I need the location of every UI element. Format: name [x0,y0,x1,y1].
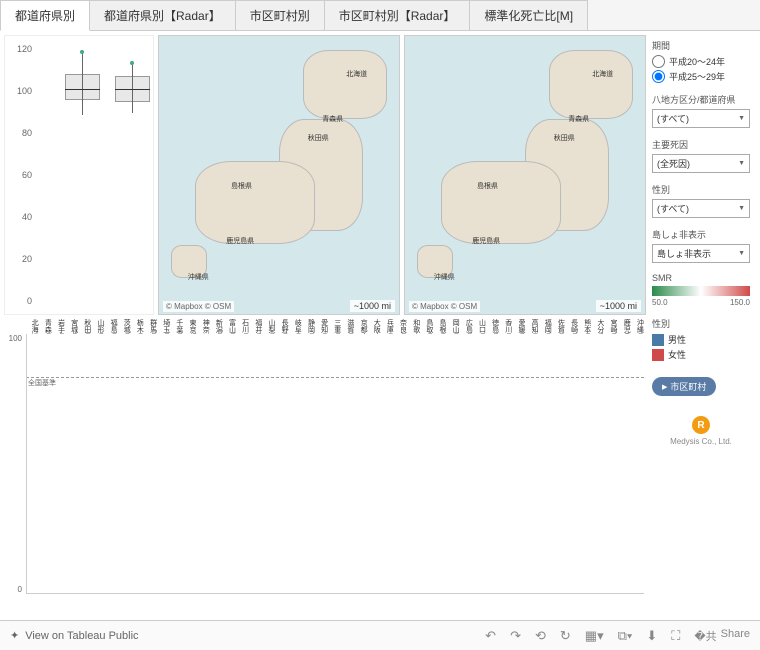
undo-icon[interactable]: ↶ [485,628,496,644]
period-radio-1[interactable]: 平成25～29年 [652,70,750,83]
tab-3[interactable]: 市区町村別【Radar】 [324,0,471,30]
tab-1[interactable]: 都道府県別【Radar】 [89,0,236,30]
toolbar: ✦ View on Tableau Public ↶ ↷ ⟲ ↻ ▦▾ ⧉▾ ⬇… [0,620,760,650]
device-icon[interactable]: ⧉▾ [618,628,633,644]
tab-bar: 都道府県別都道府県別【Radar】市区町村別市区町村別【Radar】標準化死亡比… [0,0,760,31]
nav-button[interactable]: 市区町村 [652,377,716,396]
map-left[interactable]: 北海道青森県秋田県島根県沖縄県鹿児島県© Mapbox © OSM~1000 m… [158,35,400,315]
map-right[interactable]: 北海道青森県秋田県島根県沖縄県鹿児島県© Mapbox © OSM~1000 m… [404,35,646,315]
tab-2[interactable]: 市区町村別 [235,0,325,30]
tab-0[interactable]: 都道府県別 [0,0,90,31]
smr-label: SMR [652,273,750,283]
period-radio-0[interactable]: 平成20～24年 [652,55,750,68]
redo-icon[interactable]: ↷ [510,628,521,644]
smr-gradient [652,286,750,296]
download-icon[interactable]: ⬇ [646,628,657,644]
revert-icon[interactable]: ⟲ [535,628,546,644]
sex-legend-label: 性別 [652,317,750,330]
fullscreen-icon[interactable]: ⛶ [671,628,680,644]
company-icon: R [692,416,710,434]
pause-icon[interactable]: ▦▾ [585,628,604,644]
tableau-icon: ✦ [10,629,19,642]
tab-4[interactable]: 標準化死亡比[M] [469,0,588,30]
sidebar: 期間 平成20～24年平成25～29年 八地方区分/都道府県(すべて)主要死因(… [646,35,756,616]
filter-select-1[interactable]: (全死因) [652,154,750,173]
company-name: Medysis Co., Ltd. [652,437,750,446]
filter-select-2[interactable]: (すべて) [652,199,750,218]
filter-select-3[interactable]: 島しょ非表示 [652,244,750,263]
boxplot-chart: 120100806040200 [4,35,154,315]
bar-chart: 北海道青森県岩手県宮城県秋田県山形県福島県茨城県栃木県群馬県埼玉県千葉県東京都神… [4,319,646,599]
refresh-icon[interactable]: ↻ [560,628,571,644]
filter-select-0[interactable]: (すべて) [652,109,750,128]
period-label: 期間 [652,39,750,52]
tableau-link[interactable]: ✦ View on Tableau Public [10,629,139,642]
share-button[interactable]: �共Share [694,628,750,644]
